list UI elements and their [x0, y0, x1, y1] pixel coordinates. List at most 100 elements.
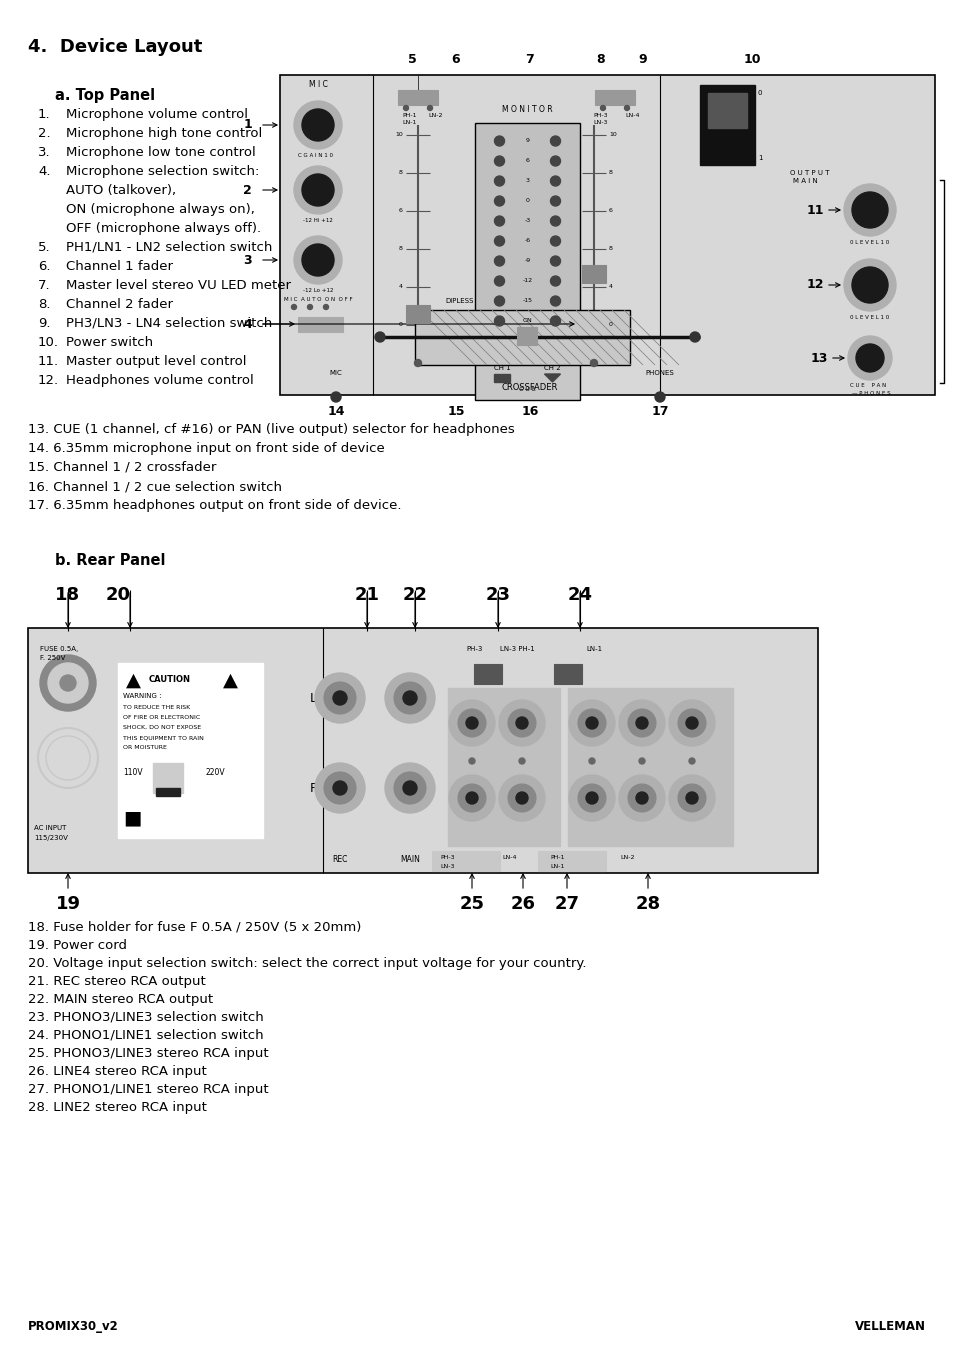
Text: 0: 0 — [398, 323, 402, 327]
Text: CH 2: CH 2 — [543, 365, 560, 372]
Text: 12.: 12. — [38, 374, 59, 386]
Text: 4: 4 — [398, 285, 402, 289]
Text: WARNING :: WARNING : — [123, 693, 161, 698]
Circle shape — [375, 332, 385, 342]
Text: LN-3: LN-3 — [440, 865, 455, 869]
Text: Channel 2 fader: Channel 2 fader — [66, 299, 172, 311]
Text: 6.: 6. — [38, 259, 51, 273]
Text: C U E: C U E — [518, 386, 536, 392]
Circle shape — [516, 717, 527, 730]
Circle shape — [668, 775, 714, 821]
Circle shape — [465, 792, 477, 804]
Text: -6: -6 — [524, 239, 530, 243]
Text: 13. CUE (1 channel, cf #16) or PAN (live output) selector for headphones: 13. CUE (1 channel, cf #16) or PAN (live… — [28, 423, 515, 436]
Text: CAUTION: CAUTION — [149, 676, 191, 684]
Text: OF FIRE OR ELECTRONIC: OF FIRE OR ELECTRONIC — [123, 715, 200, 720]
Text: 110V: 110V — [123, 767, 143, 777]
Circle shape — [851, 192, 887, 228]
Circle shape — [498, 700, 544, 746]
Text: 2.: 2. — [38, 127, 51, 141]
Text: TO REDUCE THE RISK: TO REDUCE THE RISK — [123, 705, 190, 711]
Circle shape — [847, 336, 891, 380]
Text: Microphone selection switch:: Microphone selection switch: — [66, 165, 259, 178]
Polygon shape — [544, 374, 560, 382]
Circle shape — [48, 663, 88, 703]
Text: 8: 8 — [608, 246, 612, 251]
Text: 10.: 10. — [38, 336, 59, 349]
Text: 5.: 5. — [38, 240, 51, 254]
Text: 24: 24 — [567, 586, 592, 604]
Circle shape — [550, 155, 560, 166]
Text: Microphone volume control: Microphone volume control — [66, 108, 248, 122]
Circle shape — [518, 758, 524, 765]
Circle shape — [494, 296, 504, 305]
Circle shape — [40, 655, 96, 711]
Text: LN-2: LN-2 — [428, 113, 442, 118]
Bar — [397, 91, 437, 105]
Text: OFF (microphone always off).: OFF (microphone always off). — [66, 222, 261, 235]
Text: OR MOISTURE: OR MOISTURE — [123, 744, 167, 750]
Text: ▲: ▲ — [223, 671, 237, 690]
Circle shape — [516, 792, 527, 804]
Text: b. Rear Panel: b. Rear Panel — [55, 553, 165, 567]
Circle shape — [585, 792, 598, 804]
Text: 3: 3 — [243, 254, 252, 266]
Text: 27. PHONO1/LINE1 stereo RCA input: 27. PHONO1/LINE1 stereo RCA input — [28, 1084, 269, 1096]
Text: — P H O N E S: — P H O N E S — [851, 390, 890, 396]
Bar — [474, 663, 501, 684]
Bar — [475, 123, 579, 358]
Text: -15: -15 — [522, 299, 532, 304]
Circle shape — [403, 105, 408, 111]
Circle shape — [507, 709, 536, 738]
Text: ON: ON — [522, 319, 532, 323]
Text: 25: 25 — [459, 894, 484, 913]
Text: -12 Lo +12: -12 Lo +12 — [302, 288, 333, 293]
Text: CH 1: CH 1 — [494, 365, 511, 372]
Text: M I C: M I C — [308, 80, 327, 89]
Circle shape — [494, 216, 504, 226]
Text: 8: 8 — [596, 53, 604, 66]
Text: Master level stereo VU LED meter: Master level stereo VU LED meter — [66, 280, 291, 292]
Text: 6: 6 — [525, 158, 529, 163]
Text: 0: 0 — [608, 323, 612, 327]
Circle shape — [402, 781, 416, 794]
Text: 3.: 3. — [38, 146, 51, 159]
Circle shape — [465, 717, 477, 730]
Text: 20: 20 — [106, 586, 131, 604]
Text: LN-3: LN-3 — [593, 120, 607, 126]
Circle shape — [394, 682, 426, 713]
Text: 0 L E V E L 1 0: 0 L E V E L 1 0 — [849, 315, 889, 320]
Circle shape — [568, 775, 615, 821]
Text: 6: 6 — [451, 53, 460, 66]
Text: 115/230V: 115/230V — [34, 835, 68, 842]
Circle shape — [494, 196, 504, 205]
Text: 4.: 4. — [38, 165, 51, 178]
Text: 1.: 1. — [38, 108, 51, 122]
Bar — [280, 76, 934, 394]
Text: 10: 10 — [395, 132, 402, 138]
Circle shape — [394, 771, 426, 804]
Circle shape — [331, 392, 340, 403]
Text: -12: -12 — [522, 278, 532, 284]
Bar — [581, 265, 605, 282]
Text: LN-1: LN-1 — [401, 120, 416, 126]
Text: 11.: 11. — [38, 355, 59, 367]
Text: 21. REC stereo RCA output: 21. REC stereo RCA output — [28, 975, 206, 988]
Circle shape — [385, 763, 435, 813]
Text: 26: 26 — [510, 894, 535, 913]
Text: AUTO (talkover),: AUTO (talkover), — [66, 184, 176, 197]
Circle shape — [550, 136, 560, 146]
Circle shape — [294, 101, 341, 149]
Circle shape — [588, 758, 595, 765]
Circle shape — [494, 276, 504, 286]
Text: C U E    P A N: C U E P A N — [849, 382, 885, 388]
Text: a. Top Panel: a. Top Panel — [55, 88, 155, 103]
Text: 0 L E V E L 1 0: 0 L E V E L 1 0 — [849, 240, 889, 245]
Text: 12: 12 — [805, 278, 823, 292]
Circle shape — [668, 700, 714, 746]
Circle shape — [578, 709, 605, 738]
Text: 1: 1 — [243, 119, 252, 131]
Text: CROSSFADER: CROSSFADER — [501, 382, 558, 392]
Text: M A I N: M A I N — [792, 178, 817, 184]
Text: PROMIX30_v2: PROMIX30_v2 — [28, 1320, 118, 1333]
